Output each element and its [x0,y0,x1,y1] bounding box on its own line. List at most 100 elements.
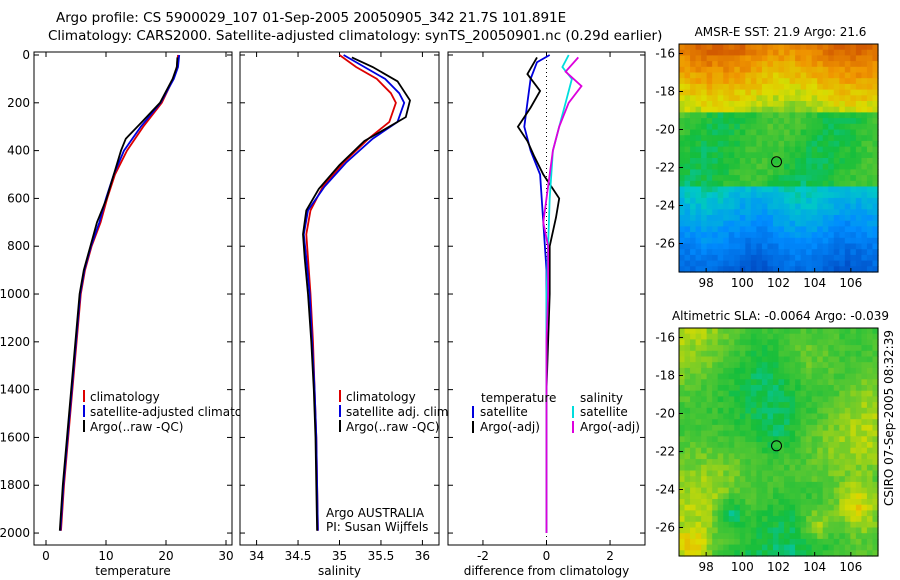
sla-map-cell [772,550,780,557]
sst-map-cell [817,203,824,210]
sst-map-cell [739,186,746,193]
sla-map-cell [872,413,879,420]
sla-map-cell [839,516,846,523]
sst-map-cell [806,220,813,227]
sla-map-cell [690,339,697,346]
sla-map-cell [800,499,807,506]
sla-map-cell [756,544,763,551]
sla-map-cell [712,516,719,523]
sst-map-cell [822,232,829,239]
sst-map-cell [695,169,702,176]
sst-map-cell [695,44,702,51]
sla-map-cell [833,407,840,415]
sla-map-cell [789,396,796,403]
sla-map-cell [756,481,763,489]
sst-map-cell [872,226,879,233]
sla-map-cell [701,356,708,363]
sla-map-cell [795,470,802,477]
sla-map-cell [833,333,840,340]
sla-map-cell [784,328,791,335]
sla-map-cell [784,499,791,506]
sst-map-cell [839,106,846,113]
sla-map-cell [684,424,691,432]
sst-map-cell [745,49,752,56]
sla-map-cell [817,516,824,523]
sla-map-cell [717,373,724,380]
sst-map-cell [866,61,874,68]
sla-map-cell [839,464,846,472]
sla-map-cell [855,350,863,358]
sla-map-cell [706,379,713,386]
sst-map-cell [706,44,713,51]
sst-map-cell [684,101,691,108]
sla-map-cell [844,544,851,551]
sla-map-cell [784,442,791,449]
salinity-annotation-pi: PI: Susan Wijffels [326,520,428,534]
sla-map-cell [806,470,813,477]
sst-map-cell [723,140,730,148]
sla-map-cell [750,516,757,523]
sla-map-cell [817,367,824,375]
sla-map-cell [844,527,851,534]
sla-map-cell [750,527,757,534]
sla-map-cell [806,510,813,517]
sst-map-cell [833,175,840,182]
sst-map-cell [717,220,724,227]
sla-map-cell [706,453,713,460]
sla-map-cell [745,396,752,403]
sla-map-cell [679,538,686,546]
sla-map-cell [839,345,846,352]
sla-map-cell [861,367,868,375]
sst-map-cell [800,112,807,119]
sst-map-cell [789,169,796,176]
sst-map-cell [723,61,730,68]
sst-map-cell [822,129,829,136]
sst-map-cell [772,118,780,125]
sst-map-cell [811,140,818,148]
sst-map-cell [679,106,686,113]
sla-map-cell [850,419,857,426]
sst-map-cell [734,209,741,216]
sst-map-cell [712,72,719,79]
sla-map-cell [855,453,863,460]
sst-map-cell [817,197,824,205]
sla-map-cell [701,379,708,386]
sla-map-cell [872,453,879,460]
sst-map-cell [767,83,774,91]
sst-map-cell [817,44,824,51]
temperature-legend-label: satellite-adjusted climatology [90,405,268,419]
sst-map-cell [701,266,708,273]
sst-map-cell [684,49,691,56]
sst-map-cell [855,78,863,85]
sst-map-cell [690,215,697,222]
sst-map-cell [800,192,807,199]
sst-map-cell [679,197,686,205]
sst-map-grid-cells [679,44,879,273]
sst-map-cell [800,237,807,245]
sst-map-cell [723,243,730,250]
sla-map-cell [855,481,863,489]
sst-map-cell [839,215,846,222]
sst-map-cell [734,118,741,125]
sst-map-cell [817,118,824,125]
sla-map-cell [695,419,702,426]
sla-map-cell [745,487,752,494]
sla-map-cell [844,510,851,517]
sst-map-cell [817,254,824,262]
sla-map-cell [684,339,691,346]
sst-map-cell [800,55,807,62]
sst-map-xtick-label: 100 [731,276,754,290]
sst-map-cell [800,180,807,188]
sla-map-cell [750,390,757,397]
sla-map-cell [739,544,746,551]
sst-map-cell [800,203,807,210]
sla-map-cell [690,481,697,489]
sst-map-cell [795,55,802,62]
sst-map-cell [695,95,702,102]
sst-map-cell [739,44,746,51]
sla-map-cell [695,521,702,529]
sla-map-cell [739,453,746,460]
sst-map-cell [712,180,719,188]
sst-map-cell [684,266,691,273]
sla-map-cell [772,356,780,363]
